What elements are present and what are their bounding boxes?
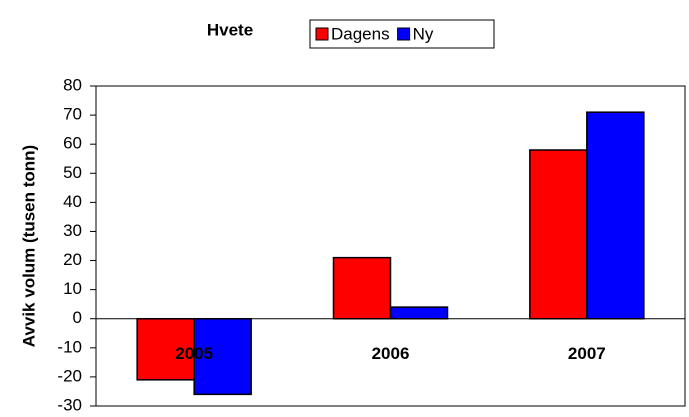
y-tick-label: -30 bbox=[57, 395, 82, 414]
x-tick-label: 2005 bbox=[175, 344, 213, 363]
y-tick-label: -10 bbox=[57, 337, 82, 356]
x-tick-label: 2007 bbox=[568, 344, 606, 363]
y-axis-label: Avvik volum (tusen tonn) bbox=[19, 145, 38, 347]
y-tick-label: -20 bbox=[57, 366, 82, 385]
legend: Dagens Ny bbox=[315, 24, 434, 43]
chart-title: Hvete bbox=[207, 20, 253, 39]
y-tick-label: 60 bbox=[63, 134, 82, 153]
y-tick-label: 70 bbox=[63, 105, 82, 124]
legend-swatch bbox=[397, 27, 411, 41]
bar bbox=[389, 306, 449, 320]
y-tick-label: 20 bbox=[63, 250, 82, 269]
legend-swatch bbox=[315, 27, 329, 41]
bar bbox=[529, 149, 588, 320]
y-tick-label: 40 bbox=[63, 192, 82, 211]
x-tick-label: 2006 bbox=[372, 344, 410, 363]
legend-label: Dagens bbox=[331, 24, 390, 43]
y-tick-label: 80 bbox=[63, 75, 82, 94]
y-tick-label: 0 bbox=[73, 308, 82, 327]
y-tick-label: 30 bbox=[63, 221, 82, 240]
y-tick-label: 10 bbox=[63, 279, 82, 298]
bar bbox=[332, 256, 392, 320]
y-tick-label: 50 bbox=[63, 163, 82, 182]
legend-label: Ny bbox=[413, 24, 434, 43]
bar bbox=[586, 111, 645, 320]
